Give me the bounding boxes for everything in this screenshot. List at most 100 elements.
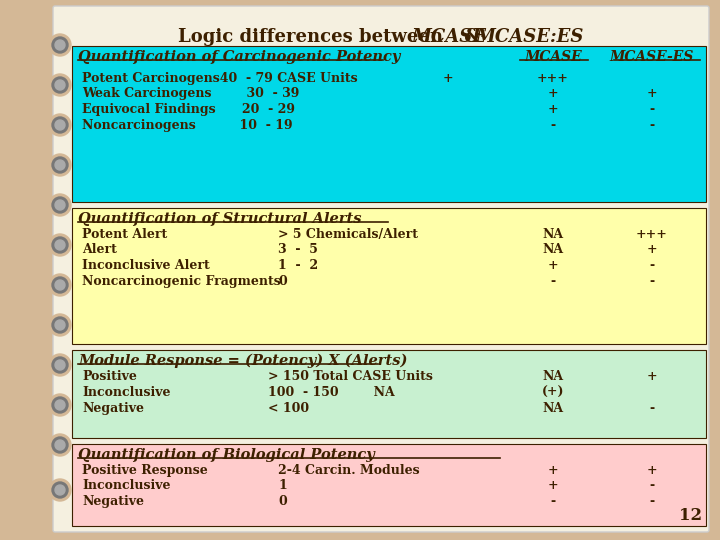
Text: +++: +++	[636, 228, 668, 241]
Text: -: -	[649, 495, 654, 508]
Circle shape	[49, 394, 71, 416]
Text: Inconclusive: Inconclusive	[82, 386, 171, 399]
Text: -: -	[649, 402, 654, 415]
Text: Inconclusive: Inconclusive	[82, 479, 171, 492]
Text: 0: 0	[278, 275, 287, 288]
Circle shape	[55, 160, 65, 170]
Text: 1: 1	[278, 479, 287, 492]
Circle shape	[55, 280, 65, 290]
Text: &: &	[458, 28, 487, 46]
Circle shape	[55, 240, 65, 250]
Text: > 150 Total CASE Units: > 150 Total CASE Units	[268, 370, 433, 383]
Circle shape	[49, 74, 71, 96]
Circle shape	[52, 357, 68, 373]
Text: Equivocal Findings      20  - 29: Equivocal Findings 20 - 29	[82, 103, 295, 116]
Text: Inconclusive Alert: Inconclusive Alert	[82, 259, 210, 272]
Text: +: +	[647, 370, 657, 383]
Circle shape	[55, 440, 65, 450]
Text: NA: NA	[542, 228, 564, 241]
Text: NA: NA	[542, 370, 564, 383]
Text: +: +	[548, 464, 558, 477]
Circle shape	[49, 34, 71, 56]
Text: MCASE: MCASE	[412, 28, 487, 46]
Text: +: +	[548, 259, 558, 272]
Text: NA: NA	[542, 243, 564, 256]
Text: +: +	[548, 103, 558, 116]
Circle shape	[49, 354, 71, 376]
Circle shape	[49, 194, 71, 216]
Circle shape	[49, 314, 71, 336]
Text: Weak Carcinogens        30  - 39: Weak Carcinogens 30 - 39	[82, 87, 300, 100]
Text: Positive: Positive	[82, 370, 137, 383]
Circle shape	[49, 154, 71, 176]
Circle shape	[49, 434, 71, 456]
Text: +: +	[548, 479, 558, 492]
Circle shape	[55, 120, 65, 130]
Text: Negative: Negative	[82, 402, 144, 415]
Circle shape	[52, 317, 68, 333]
Circle shape	[52, 197, 68, 213]
Text: (+): (+)	[541, 386, 564, 399]
Text: -: -	[649, 103, 654, 116]
Circle shape	[52, 117, 68, 133]
Text: MCASE-ES: MCASE-ES	[610, 50, 694, 64]
Text: -: -	[550, 119, 556, 132]
Text: +++: +++	[537, 72, 569, 85]
Circle shape	[52, 437, 68, 453]
Circle shape	[55, 485, 65, 495]
Text: -: -	[649, 479, 654, 492]
Circle shape	[55, 40, 65, 50]
Text: Potent Alert: Potent Alert	[82, 228, 167, 241]
Circle shape	[55, 360, 65, 370]
Text: -: -	[649, 119, 654, 132]
Text: Noncarcinogenic Fragments: Noncarcinogenic Fragments	[82, 275, 281, 288]
Text: -: -	[550, 275, 556, 288]
Text: 2-4 Carcin. Modules: 2-4 Carcin. Modules	[278, 464, 420, 477]
FancyBboxPatch shape	[72, 208, 706, 344]
Text: 0: 0	[278, 495, 287, 508]
FancyBboxPatch shape	[72, 444, 706, 526]
Text: -: -	[649, 275, 654, 288]
Text: 12: 12	[679, 507, 702, 524]
Circle shape	[52, 37, 68, 53]
Circle shape	[52, 157, 68, 173]
Text: +: +	[647, 243, 657, 256]
Text: Logic differences between: Logic differences between	[178, 28, 443, 46]
Circle shape	[52, 482, 68, 498]
Circle shape	[55, 320, 65, 330]
Text: Positive Response: Positive Response	[82, 464, 208, 477]
Text: 3  -  5: 3 - 5	[278, 243, 318, 256]
Circle shape	[52, 237, 68, 253]
Circle shape	[52, 397, 68, 413]
Text: Quantification of Structural Alerts: Quantification of Structural Alerts	[78, 212, 361, 226]
Text: Module Response = (Potency) X (Alerts): Module Response = (Potency) X (Alerts)	[78, 354, 408, 368]
FancyBboxPatch shape	[53, 6, 709, 532]
Text: -: -	[649, 259, 654, 272]
Text: < 100: < 100	[268, 402, 309, 415]
Text: Alert: Alert	[82, 243, 117, 256]
FancyBboxPatch shape	[72, 350, 706, 438]
Circle shape	[55, 200, 65, 210]
Text: Noncarcinogens          10  - 19: Noncarcinogens 10 - 19	[82, 119, 292, 132]
Text: Potent Carcinogens40  - 79 CASE Units: Potent Carcinogens40 - 79 CASE Units	[82, 72, 358, 85]
Circle shape	[49, 114, 71, 136]
Text: +: +	[647, 464, 657, 477]
Text: -: -	[550, 495, 556, 508]
Text: NA: NA	[542, 402, 564, 415]
Text: 1  -  2: 1 - 2	[278, 259, 318, 272]
Text: MCASE: MCASE	[524, 50, 582, 64]
Circle shape	[55, 80, 65, 90]
Circle shape	[49, 274, 71, 296]
Text: Quantification of Biological Potency: Quantification of Biological Potency	[78, 448, 374, 462]
Circle shape	[52, 277, 68, 293]
Text: Negative: Negative	[82, 495, 144, 508]
FancyBboxPatch shape	[72, 46, 706, 202]
Text: 100  - 150        NA: 100 - 150 NA	[268, 386, 395, 399]
Circle shape	[55, 400, 65, 410]
Text: +: +	[647, 87, 657, 100]
Text: Quantification of Carcinogenic Potency: Quantification of Carcinogenic Potency	[78, 50, 400, 64]
Text: +: +	[548, 87, 558, 100]
Text: MCASE:ES: MCASE:ES	[476, 28, 585, 46]
Text: +: +	[443, 72, 454, 85]
Text: > 5 Chemicals/Alert: > 5 Chemicals/Alert	[278, 228, 418, 241]
